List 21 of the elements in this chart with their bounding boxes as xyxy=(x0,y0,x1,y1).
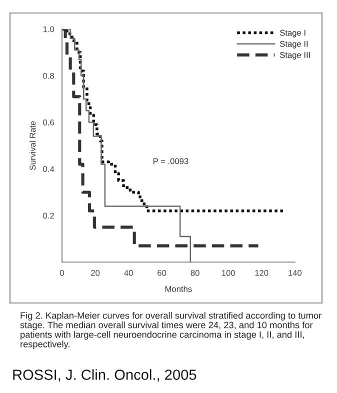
text: ROSSI, J. Clin. Oncol., 2005 xyxy=(13,369,196,382)
y-tick-label: 0.4 xyxy=(43,166,54,172)
legend-label: Stage III xyxy=(280,52,310,60)
x-tick-label: 120 xyxy=(255,270,268,276)
x-tick-label: 0 xyxy=(60,270,64,276)
x-tick-label: 80 xyxy=(190,270,200,276)
y-tick-label: 0.6 xyxy=(43,120,54,126)
x-tick-label: 100 xyxy=(222,270,235,276)
legend-label: Stage I xyxy=(280,30,306,38)
x-axis-title: Months xyxy=(165,286,192,292)
x-tick-label: 140 xyxy=(288,270,302,276)
caption: Fig 2. Kaplan-Meier curves for overall survival stratified according to tumor stage. The median overall survival times were 24, 23, and 10 months for patients with large-cell neuroendocrine carcinoma in stage I, II, and III, respectively. xyxy=(20,312,322,350)
x-tick-label: 20 xyxy=(91,270,100,276)
annotation: P = .0093 xyxy=(154,158,188,164)
y-tick-label: 1.0 xyxy=(43,26,54,32)
y-axis-title: Survival Rate xyxy=(29,121,36,170)
y-tick-label: 0.2 xyxy=(43,212,54,219)
y-tick-label: 0.8 xyxy=(43,72,54,79)
legend-label: Stage II xyxy=(280,40,308,48)
x-tick-label: 60 xyxy=(158,270,166,276)
x-tick-label: 40 xyxy=(124,270,133,276)
